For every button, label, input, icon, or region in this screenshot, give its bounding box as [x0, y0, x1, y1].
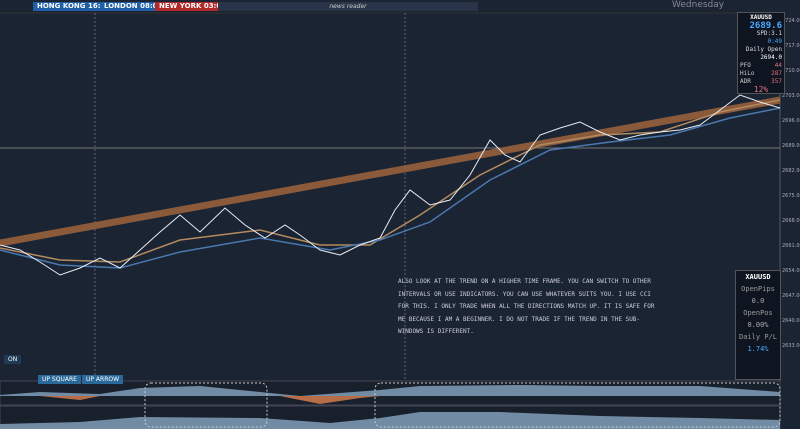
stat-label: ADR	[740, 78, 751, 85]
value: 0.0	[751, 297, 765, 305]
stat-value: 44	[774, 62, 782, 69]
symbol: XAUUSD	[745, 273, 771, 281]
price-tick: 2724.00	[782, 18, 800, 24]
stat-value: 357	[771, 78, 782, 85]
stat-value: 287	[771, 70, 782, 77]
price-tick: 2717.00	[782, 43, 800, 49]
label: Daily P/L	[739, 333, 777, 341]
annotation: ALSO LOOK AT THE TREND ON A HIGHER TIME …	[398, 278, 655, 335]
price-tick: 2633.00	[782, 343, 800, 349]
day-label: Wednesday	[672, 0, 725, 10]
clock: HONG KONG 16:03	[33, 2, 115, 11]
stat-row: HiLo 287	[740, 70, 782, 78]
highlight	[374, 382, 781, 428]
stat-row: ADR 357	[740, 78, 782, 86]
value: 1.74%	[747, 345, 769, 353]
price-tick: 2668.00	[782, 218, 800, 224]
button[interactable]: UP ARROW	[82, 375, 124, 384]
info-panel: XAUUSD 2689.6 SPD:3.1 0:49 Daily Open 26…	[737, 12, 785, 94]
price-tick: 2654.00	[782, 268, 800, 274]
label: OpenPos	[743, 309, 773, 317]
price-tick: 2682.00	[782, 168, 800, 174]
news-reader[interactable]: news reader	[218, 2, 478, 11]
trendline	[0, 96, 781, 247]
value: 0.00%	[747, 321, 769, 329]
price-line	[0, 94, 781, 276]
on-button[interactable]: ON	[4, 355, 22, 364]
price-tick: 2661.00	[782, 243, 800, 249]
daily-open: 2694.0	[760, 54, 782, 61]
price-tick: 2703.00	[782, 93, 800, 99]
stat-row: PFO 44	[740, 62, 782, 70]
ma-line	[0, 107, 781, 269]
price-tick: 2710.00	[782, 68, 800, 74]
label: OpenPips	[741, 285, 775, 293]
cci-area	[40, 396, 380, 404]
cci-area	[0, 385, 780, 396]
spread: SPD:3.1	[756, 30, 782, 37]
stat-label: PFO	[740, 62, 751, 69]
stat-label: HiLo	[740, 70, 755, 77]
label: Daily Open	[745, 46, 782, 53]
price-tick: 2689.00	[782, 143, 800, 149]
price-tick: 2675.00	[782, 193, 800, 199]
button[interactable]: UP SQUARE	[38, 375, 81, 384]
price-tick: 2640.00	[782, 318, 800, 324]
price-tick: 2647.00	[782, 293, 800, 299]
account-panel: XAUUSD OpenPips 0.0 OpenPos 0.00% Daily …	[735, 270, 781, 380]
clock: LONDON 08:03	[100, 2, 167, 11]
timer: 0:49	[767, 38, 782, 45]
price: 2689.6	[749, 21, 782, 31]
percent: 12%	[753, 85, 769, 94]
symbol: XAUUSD	[750, 14, 772, 21]
clock: NEW YORK 03:03	[155, 2, 231, 11]
price-tick: 2696.00	[782, 118, 800, 124]
cci-area	[0, 412, 780, 429]
